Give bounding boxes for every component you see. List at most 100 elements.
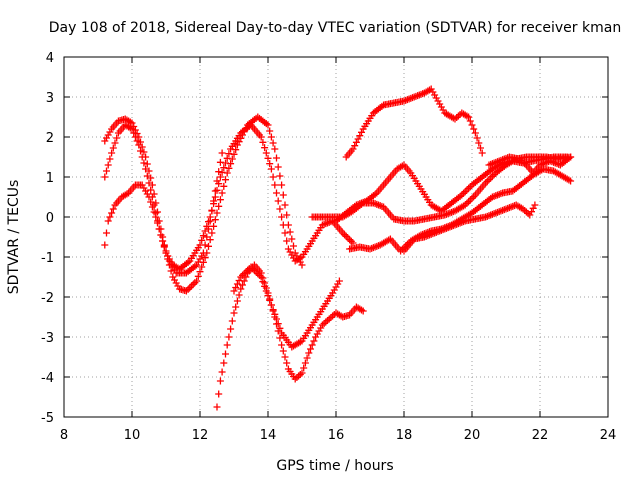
data-point bbox=[165, 261, 173, 269]
data-point bbox=[257, 273, 265, 281]
data-point bbox=[140, 148, 148, 156]
data-point bbox=[213, 209, 221, 217]
data-point bbox=[205, 242, 212, 250]
data-point bbox=[225, 150, 233, 158]
series-track-8 bbox=[308, 153, 575, 225]
data-point bbox=[230, 150, 238, 158]
data-point bbox=[475, 139, 483, 147]
data-point bbox=[218, 168, 226, 176]
data-point bbox=[259, 278, 267, 286]
y-tick-label: 4 bbox=[46, 51, 54, 66]
data-point bbox=[140, 159, 148, 167]
data-point bbox=[267, 301, 275, 309]
data-point bbox=[223, 169, 231, 177]
data-point bbox=[138, 143, 146, 151]
data-point bbox=[264, 121, 272, 129]
data-point bbox=[281, 201, 289, 209]
data-point bbox=[201, 254, 209, 262]
data-point bbox=[308, 341, 316, 349]
data-point bbox=[276, 205, 284, 213]
data-point bbox=[269, 173, 277, 181]
data-point bbox=[210, 197, 218, 205]
data-point bbox=[274, 320, 282, 328]
data-point bbox=[220, 359, 228, 367]
data-point bbox=[298, 261, 306, 269]
data-point bbox=[137, 147, 144, 155]
data-point bbox=[466, 117, 474, 125]
x-tick-label: 8 bbox=[60, 428, 68, 443]
data-point bbox=[286, 228, 294, 236]
series-track-11 bbox=[485, 153, 575, 177]
data-point bbox=[201, 241, 209, 249]
data-point bbox=[478, 149, 486, 157]
data-point bbox=[267, 133, 275, 141]
data-point bbox=[279, 191, 287, 199]
data-point bbox=[307, 345, 314, 353]
data-point bbox=[154, 208, 161, 216]
data-point bbox=[108, 149, 116, 157]
data-point bbox=[232, 146, 240, 154]
y-tick-label: 2 bbox=[46, 131, 54, 146]
x-tick-label: 16 bbox=[328, 428, 345, 443]
data-point bbox=[215, 390, 223, 398]
data-point bbox=[228, 317, 236, 325]
data-point bbox=[109, 144, 117, 152]
data-point bbox=[261, 282, 269, 290]
data-point bbox=[108, 209, 116, 217]
data-point bbox=[239, 281, 246, 289]
data-point bbox=[567, 153, 575, 161]
data-point bbox=[215, 168, 223, 176]
data-point bbox=[264, 292, 272, 300]
data-point bbox=[262, 149, 270, 157]
data-point bbox=[271, 310, 279, 318]
data-point bbox=[106, 155, 114, 163]
data-point bbox=[216, 377, 224, 385]
data-point bbox=[147, 174, 155, 182]
data-point bbox=[276, 324, 284, 332]
data-point bbox=[273, 315, 280, 323]
data-point bbox=[220, 164, 228, 172]
data-point bbox=[194, 272, 202, 280]
data-point bbox=[222, 350, 229, 358]
data-series bbox=[101, 85, 575, 411]
data-point bbox=[262, 287, 270, 295]
data-point bbox=[305, 349, 313, 357]
data-point bbox=[278, 341, 286, 349]
data-point bbox=[298, 369, 306, 377]
data-point bbox=[335, 277, 343, 285]
data-point bbox=[106, 213, 114, 221]
data-point bbox=[199, 232, 207, 240]
data-point bbox=[259, 138, 267, 146]
data-point bbox=[157, 225, 165, 233]
x-tick-label: 22 bbox=[532, 428, 549, 443]
data-point bbox=[276, 172, 284, 180]
data-point bbox=[465, 113, 473, 121]
x-tick-label: 14 bbox=[260, 428, 277, 443]
data-point bbox=[145, 193, 153, 201]
data-point bbox=[111, 139, 119, 147]
data-point bbox=[283, 237, 291, 245]
data-point bbox=[271, 145, 279, 153]
data-point bbox=[216, 158, 224, 166]
data-point bbox=[143, 160, 151, 168]
data-point bbox=[167, 267, 175, 275]
series-track-10 bbox=[400, 201, 539, 255]
data-point bbox=[227, 325, 235, 333]
y-tick-label: -3 bbox=[41, 331, 54, 346]
data-point bbox=[213, 403, 221, 411]
data-point bbox=[281, 229, 289, 237]
x-tick-label: 10 bbox=[124, 428, 141, 443]
data-point bbox=[283, 359, 291, 367]
data-point bbox=[222, 176, 229, 184]
data-point bbox=[264, 154, 272, 162]
data-point bbox=[193, 277, 201, 285]
data-point bbox=[310, 337, 318, 345]
data-point bbox=[147, 198, 155, 206]
data-point bbox=[278, 181, 286, 189]
data-point bbox=[266, 127, 274, 135]
data-point bbox=[147, 186, 155, 194]
data-point bbox=[137, 138, 144, 146]
data-point bbox=[145, 167, 153, 175]
data-point bbox=[101, 173, 109, 181]
